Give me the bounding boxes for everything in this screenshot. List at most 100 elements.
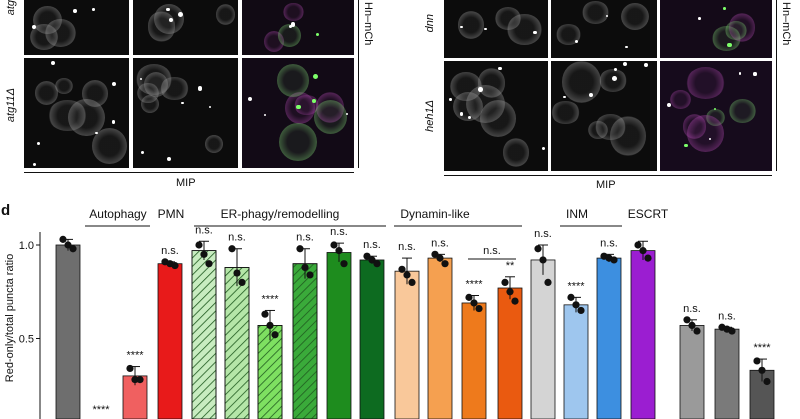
cell-blob bbox=[465, 84, 505, 124]
cell-blob bbox=[621, 3, 650, 31]
significance-label: n.s. bbox=[600, 237, 618, 249]
cell-blob bbox=[706, 109, 726, 127]
puncta-dot bbox=[247, 97, 252, 102]
micrograph-tile bbox=[660, 61, 772, 171]
puncta-dot bbox=[625, 45, 628, 49]
data-point bbox=[59, 235, 67, 243]
row-label-heh1: heh1Δ bbox=[424, 100, 436, 132]
data-point bbox=[644, 254, 652, 262]
cell-blob bbox=[670, 90, 692, 110]
group-label: Autophagy bbox=[89, 207, 146, 221]
puncta-dot bbox=[139, 77, 143, 80]
data-point bbox=[511, 297, 519, 305]
data-point bbox=[408, 278, 416, 286]
micrograph-tile bbox=[242, 0, 354, 55]
puncta-dot bbox=[468, 116, 472, 120]
significance-label: ** bbox=[506, 260, 515, 272]
data-point bbox=[266, 321, 274, 330]
data-point bbox=[131, 376, 139, 384]
puncta-dot bbox=[708, 137, 711, 140]
cell-blob bbox=[147, 11, 176, 42]
data-point bbox=[577, 306, 585, 315]
data-point bbox=[605, 254, 613, 262]
cell-blob bbox=[588, 121, 609, 140]
cell-blob bbox=[45, 18, 76, 48]
puncta-dot bbox=[166, 7, 170, 12]
bracket-label: n.s. bbox=[483, 245, 501, 257]
bar bbox=[122, 375, 148, 419]
data-point bbox=[233, 269, 241, 277]
significance-label: **** bbox=[261, 293, 279, 305]
cell-blob bbox=[595, 113, 626, 140]
significance-label: n.s. bbox=[228, 232, 246, 244]
data-point bbox=[753, 357, 761, 365]
data-point bbox=[126, 364, 134, 373]
puncta-dot bbox=[563, 95, 567, 99]
data-point bbox=[261, 310, 269, 318]
micrograph-tile bbox=[24, 58, 129, 168]
bar bbox=[427, 257, 453, 419]
data-point bbox=[718, 323, 726, 331]
row-label-atg: atg bbox=[5, 0, 17, 16]
bar bbox=[292, 263, 318, 419]
puncta-dot bbox=[73, 8, 77, 13]
data-point bbox=[306, 271, 314, 279]
puncta-dot bbox=[478, 87, 484, 92]
bar bbox=[257, 325, 283, 419]
puncta-dot bbox=[289, 25, 293, 29]
data-point bbox=[238, 278, 246, 286]
group-label: Dynamin-like bbox=[400, 207, 470, 221]
micrograph-tile bbox=[551, 61, 657, 171]
puncta-dot bbox=[31, 25, 36, 30]
bar-background bbox=[257, 325, 283, 419]
cell-blob bbox=[160, 76, 189, 101]
data-point bbox=[296, 245, 304, 253]
bar bbox=[326, 252, 352, 419]
cell-blob bbox=[32, 6, 62, 35]
significance-label: **** bbox=[126, 350, 144, 362]
bar bbox=[394, 270, 420, 419]
cell-blob bbox=[282, 3, 304, 22]
bar bbox=[224, 267, 250, 419]
bar bbox=[461, 302, 487, 419]
cell-blob bbox=[204, 135, 224, 153]
bar bbox=[55, 244, 81, 419]
bar-background bbox=[191, 250, 217, 419]
puncta-dot bbox=[588, 92, 593, 97]
data-point bbox=[539, 256, 547, 264]
cell-blob bbox=[313, 99, 348, 135]
cell-blob bbox=[494, 7, 522, 31]
data-point bbox=[340, 260, 348, 268]
cell-blob bbox=[34, 81, 58, 106]
puncta-dot bbox=[698, 17, 701, 21]
data-point bbox=[403, 271, 411, 279]
puncta-dot bbox=[209, 105, 212, 108]
significance-label: n.s. bbox=[398, 241, 416, 253]
cell-blob bbox=[479, 99, 516, 137]
data-point bbox=[475, 304, 483, 313]
puncta-dot bbox=[95, 131, 98, 135]
data-point bbox=[572, 301, 580, 309]
puncta-dot bbox=[644, 63, 648, 67]
data-point bbox=[534, 245, 542, 253]
data-point bbox=[763, 377, 771, 386]
cell-blob bbox=[277, 63, 310, 98]
bar-background bbox=[292, 263, 318, 419]
data-point bbox=[228, 245, 236, 253]
puncta-dot bbox=[168, 17, 173, 23]
cell-blob bbox=[682, 114, 707, 139]
group-label: PMN bbox=[158, 207, 185, 221]
puncta-dot bbox=[296, 105, 301, 110]
puncta-dot bbox=[738, 71, 742, 75]
bar bbox=[630, 250, 656, 419]
cell-blob bbox=[91, 127, 127, 165]
cell-blob bbox=[551, 100, 580, 125]
cell-blob bbox=[277, 24, 301, 47]
cell-blob bbox=[502, 138, 529, 167]
bar-background bbox=[224, 267, 250, 419]
cell-blob bbox=[724, 20, 748, 40]
puncta-dot bbox=[167, 156, 172, 161]
data-point bbox=[544, 278, 552, 286]
cell-blob bbox=[477, 68, 506, 98]
bar bbox=[679, 325, 705, 419]
